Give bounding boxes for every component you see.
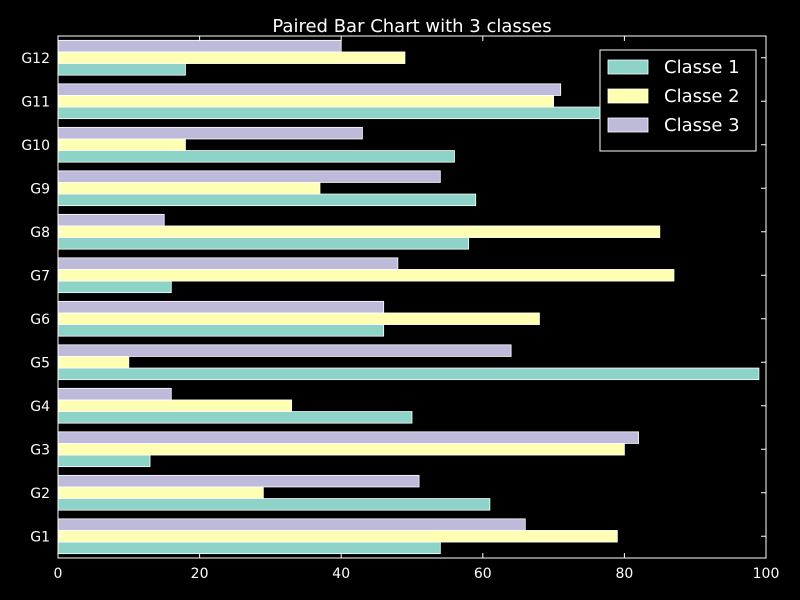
legend-swatch-series-1 bbox=[607, 59, 649, 75]
bar-g9-series-3 bbox=[57, 170, 441, 183]
legend-swatch-series-3 bbox=[607, 117, 649, 133]
y-tick-label-g11: G11 bbox=[21, 94, 50, 110]
bar-g4-series-2 bbox=[57, 399, 293, 412]
bar-g12-series-2 bbox=[57, 51, 406, 64]
bar-g4-series-1 bbox=[57, 411, 413, 424]
bar-g6-series-1 bbox=[57, 324, 385, 337]
bar-g5-series-2 bbox=[57, 356, 130, 369]
plot-frame bbox=[57, 35, 767, 559]
bar-g11-series-3 bbox=[57, 83, 562, 96]
legend-label-series-1: Classe 1 bbox=[664, 57, 740, 78]
legend-label-series-3: Classe 3 bbox=[664, 115, 740, 136]
legend-swatch-series-2 bbox=[607, 88, 649, 104]
y-tick-label-g4: G4 bbox=[30, 399, 50, 415]
chart-title: Paired Bar Chart with 3 classes bbox=[272, 16, 551, 37]
bar-g9-series-2 bbox=[57, 182, 321, 195]
bar-g3-series-1 bbox=[57, 454, 151, 468]
bar-g1-series-3 bbox=[57, 518, 526, 531]
bar-g8-series-1 bbox=[57, 237, 470, 250]
bar-g7-series-1 bbox=[57, 280, 172, 294]
x-tick-label: 0 bbox=[54, 566, 63, 582]
bar-g3-series-2 bbox=[57, 443, 625, 456]
bar-g4-series-3 bbox=[57, 387, 172, 401]
bar-g1-series-2 bbox=[57, 530, 618, 543]
y-tick-label-g2: G2 bbox=[30, 486, 50, 502]
x-tick-label: 80 bbox=[615, 566, 633, 582]
bar-g9-series-1 bbox=[57, 193, 477, 207]
x-tick-label: 20 bbox=[191, 566, 209, 582]
bar-g6-series-3 bbox=[57, 300, 385, 314]
bar-g8-series-3 bbox=[57, 213, 165, 227]
y-tick-label-g5: G5 bbox=[30, 355, 50, 371]
x-tick-label: 40 bbox=[332, 566, 350, 582]
bar-g11-series-2 bbox=[57, 95, 555, 108]
bar-g2-series-2 bbox=[57, 486, 264, 499]
bar-g1-series-1 bbox=[57, 541, 441, 555]
y-tick-label-g8: G8 bbox=[30, 225, 50, 241]
bar-g7-series-2 bbox=[57, 269, 675, 282]
bar-g5-series-1 bbox=[57, 367, 760, 381]
bar-g10-series-2 bbox=[57, 138, 186, 151]
bar-g8-series-2 bbox=[57, 225, 661, 238]
legend-label-series-2: Classe 2 bbox=[664, 86, 740, 107]
y-tick-label-g1: G1 bbox=[30, 529, 50, 545]
y-tick-label-g3: G3 bbox=[30, 442, 50, 458]
bar-g10-series-3 bbox=[57, 126, 363, 140]
bar-g12-series-1 bbox=[57, 63, 186, 76]
bar-g11-series-1 bbox=[57, 106, 604, 120]
bar-g2-series-3 bbox=[57, 474, 420, 488]
y-tick-label-g10: G10 bbox=[21, 138, 50, 154]
y-tick-label-g9: G9 bbox=[30, 181, 50, 197]
bar-g10-series-1 bbox=[57, 150, 455, 163]
y-tick-label-g7: G7 bbox=[30, 268, 50, 284]
bars-layer bbox=[57, 39, 760, 555]
ticks-layer: 0 20 40 60 80 100 G1 G2 G3 G4 G5 G6 G7 G8 G9 G10 G11 G12 bbox=[21, 36, 779, 582]
bar-g7-series-3 bbox=[57, 257, 399, 270]
y-tick-label-g6: G6 bbox=[30, 312, 50, 328]
bar-g6-series-2 bbox=[57, 312, 540, 325]
bar-g12-series-3 bbox=[57, 39, 342, 53]
legend: Classe 1 Classe 2 Classe 3 bbox=[599, 49, 757, 152]
bar-g2-series-1 bbox=[57, 498, 491, 511]
y-tick-label-g12: G12 bbox=[21, 51, 50, 67]
x-tick-label: 60 bbox=[474, 566, 492, 582]
x-tick-label: 100 bbox=[753, 566, 780, 582]
bar-g5-series-3 bbox=[57, 344, 512, 357]
bar-g3-series-3 bbox=[57, 431, 639, 444]
